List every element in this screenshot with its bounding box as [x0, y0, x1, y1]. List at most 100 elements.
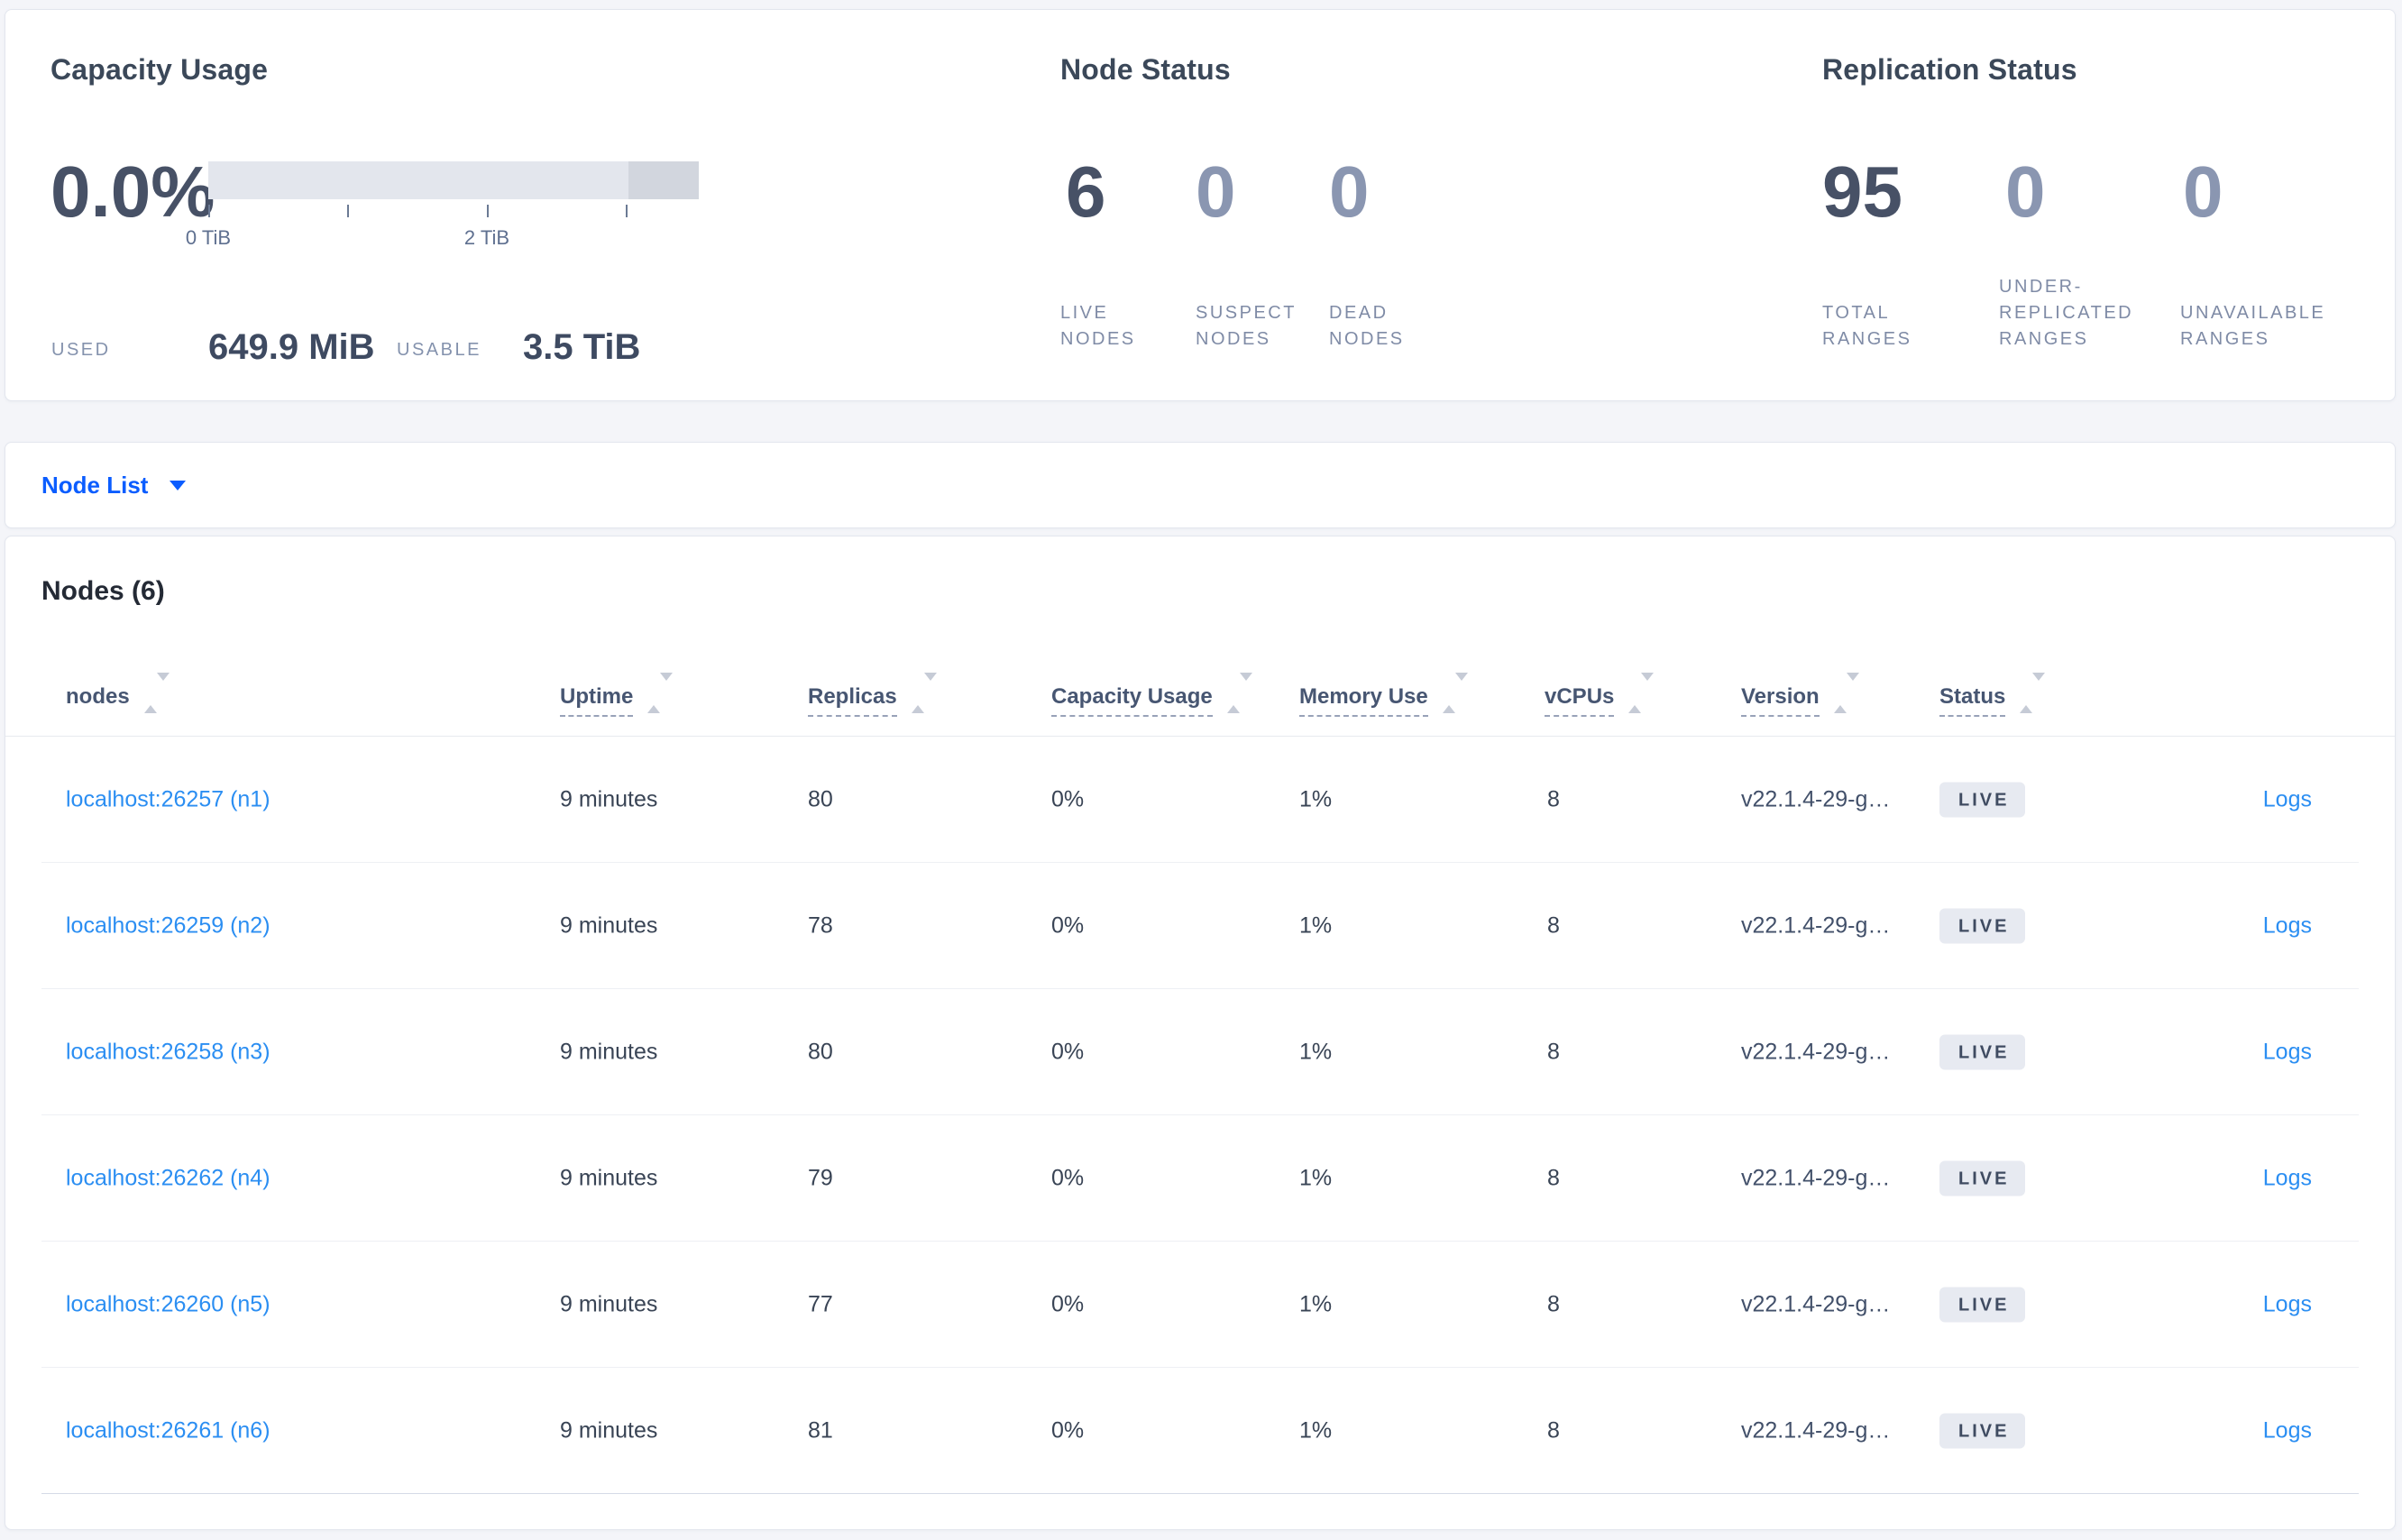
replicas-cell: 81	[808, 1417, 833, 1443]
nodes-table-title: Nodes (6)	[41, 576, 165, 606]
cluster-overview-card: Capacity Usage 0.0% 0 TiB 2 TiB USED 649…	[5, 9, 2396, 401]
logs-link[interactable]: Logs	[2262, 1291, 2312, 1316]
memory-cell: 1%	[1299, 1039, 1333, 1064]
logs-cell: Logs	[2133, 1039, 2312, 1065]
replicas-cell: 79	[808, 1165, 833, 1190]
version-cell: v22.1.4-29-g…	[1741, 1417, 1891, 1443]
usable-value: 3.5 TiB	[523, 327, 641, 367]
node-status-title: Node Status	[1060, 53, 1231, 86]
status-cell: LIVE	[1939, 1413, 2026, 1448]
live-nodes-label: LIVE NODES	[1060, 303, 1136, 349]
version-cell: v22.1.4-29-g…	[1741, 1039, 1891, 1064]
replicas-cell: 78	[808, 912, 833, 938]
axis-tick	[626, 205, 628, 217]
capacity-usage-bar	[208, 161, 699, 199]
column-header-version[interactable]: Version	[1741, 672, 1859, 717]
logs-link[interactable]: Logs	[2262, 1417, 2312, 1443]
sort-arrows-icon[interactable]	[647, 672, 674, 713]
status-badge: LIVE	[1939, 1034, 2026, 1069]
sort-arrows-icon[interactable]	[1628, 672, 1655, 713]
unavailable-label: UNAVAILABLE RANGES	[2180, 303, 2326, 349]
version-cell: v22.1.4-29-g…	[1741, 1165, 1891, 1190]
node-link[interactable]: localhost:26261 (n6)	[66, 1417, 270, 1443]
total-ranges-count: 95	[1822, 151, 1902, 232]
status-cell: LIVE	[1939, 1160, 2026, 1196]
view-selector-card: Node List	[5, 442, 2396, 528]
used-value: 649.9 MiB	[208, 327, 375, 367]
memory-cell: 1%	[1299, 1417, 1333, 1443]
sort-arrows-icon[interactable]	[143, 672, 170, 713]
sort-arrows-icon[interactable]	[1833, 672, 1859, 713]
uptime-cell: 9 minutes	[560, 912, 658, 938]
uptime-cell: 9 minutes	[560, 1165, 658, 1190]
uptime-cell: 9 minutes	[560, 1291, 658, 1316]
version-cell: v22.1.4-29-g…	[1741, 1291, 1891, 1316]
column-header-vcpus[interactable]: vCPUs	[1545, 672, 1655, 717]
column-header-nodes[interactable]: nodes	[66, 672, 170, 713]
memory-cell: 1%	[1299, 912, 1333, 938]
vcpus-cell: 8	[1547, 1417, 1560, 1443]
capacity-cell: 0%	[1051, 1291, 1085, 1316]
column-header-replicas[interactable]: Replicas	[808, 672, 937, 717]
replicas-cell: 77	[808, 1291, 833, 1316]
axis-tick	[347, 205, 349, 217]
total-ranges-label: TOTAL RANGES	[1822, 303, 1912, 349]
view-selector-dropdown[interactable]: Node List	[41, 443, 187, 527]
column-header-uptime[interactable]: Uptime	[560, 672, 674, 717]
node-link[interactable]: localhost:26259 (n2)	[66, 912, 270, 938]
uptime-cell: 9 minutes	[560, 1039, 658, 1064]
capacity-usage-title: Capacity Usage	[50, 53, 269, 86]
node-link[interactable]: localhost:26262 (n4)	[66, 1165, 270, 1190]
status-badge: LIVE	[1939, 1160, 2026, 1196]
logs-link[interactable]: Logs	[2262, 1165, 2312, 1190]
node-link[interactable]: localhost:26260 (n5)	[66, 1291, 270, 1316]
sort-arrows-icon[interactable]	[1442, 672, 1468, 713]
dead-nodes-label: DEAD NODES	[1329, 303, 1405, 349]
view-selector-label: Node List	[41, 472, 149, 499]
suspect-nodes-label: SUSPECT NODES	[1196, 303, 1297, 349]
column-header-memory-use[interactable]: Memory Use	[1299, 672, 1468, 717]
under-replicated-label: UNDER-REPLICATED RANGES	[1999, 277, 2134, 349]
table-header-row: nodes Uptime Replicas Capacity Usage Mem…	[5, 672, 2395, 737]
axis-label-0tib: 0 TiB	[185, 226, 232, 249]
replicas-cell: 80	[808, 1039, 833, 1064]
column-header-status[interactable]: Status	[1939, 672, 2046, 717]
live-nodes-count: 6	[1066, 151, 1106, 232]
capacity-usage-percent: 0.0%	[50, 151, 215, 232]
capacity-cell: 0%	[1051, 786, 1085, 811]
vcpus-cell: 8	[1547, 1291, 1560, 1316]
node-link[interactable]: localhost:26258 (n3)	[66, 1039, 270, 1064]
status-cell: LIVE	[1939, 782, 2026, 817]
table-row: localhost:26262 (n4) 9 minutes 79 0% 1% …	[41, 1115, 2359, 1242]
replicas-cell: 80	[808, 786, 833, 811]
version-cell: v22.1.4-29-g…	[1741, 786, 1891, 811]
column-header-capacity-usage[interactable]: Capacity Usage	[1051, 672, 1252, 717]
table-row: localhost:26261 (n6) 9 minutes 81 0% 1% …	[41, 1368, 2359, 1494]
suspect-nodes-count: 0	[1196, 151, 1236, 232]
logs-link[interactable]: Logs	[2262, 786, 2312, 811]
replication-status-title: Replication Status	[1822, 53, 2077, 86]
usable-label: USABLE	[397, 340, 481, 360]
chevron-down-icon	[170, 480, 187, 490]
table-row: localhost:26258 (n3) 9 minutes 80 0% 1% …	[41, 989, 2359, 1115]
table-row: localhost:26260 (n5) 9 minutes 77 0% 1% …	[41, 1242, 2359, 1368]
uptime-cell: 9 minutes	[560, 1417, 658, 1443]
logs-link[interactable]: Logs	[2262, 1039, 2312, 1064]
logs-link[interactable]: Logs	[2262, 912, 2312, 938]
status-badge: LIVE	[1939, 1287, 2026, 1322]
vcpus-cell: 8	[1547, 912, 1560, 938]
sort-arrows-icon[interactable]	[911, 672, 937, 713]
nodes-table-card: Nodes (6) nodes Uptime Replicas Capacity…	[5, 536, 2396, 1530]
vcpus-cell: 8	[1547, 1165, 1560, 1190]
capacity-bar-segment	[628, 161, 699, 199]
capacity-cell: 0%	[1051, 1417, 1085, 1443]
sort-arrows-icon[interactable]	[1226, 672, 1252, 713]
sort-arrows-icon[interactable]	[2020, 672, 2046, 713]
dead-nodes-count: 0	[1329, 151, 1370, 232]
status-cell: LIVE	[1939, 908, 2026, 943]
status-badge: LIVE	[1939, 1413, 2026, 1448]
node-link[interactable]: localhost:26257 (n1)	[66, 786, 270, 811]
capacity-cell: 0%	[1051, 1039, 1085, 1064]
vcpus-cell: 8	[1547, 786, 1560, 811]
axis-tick	[487, 205, 489, 217]
